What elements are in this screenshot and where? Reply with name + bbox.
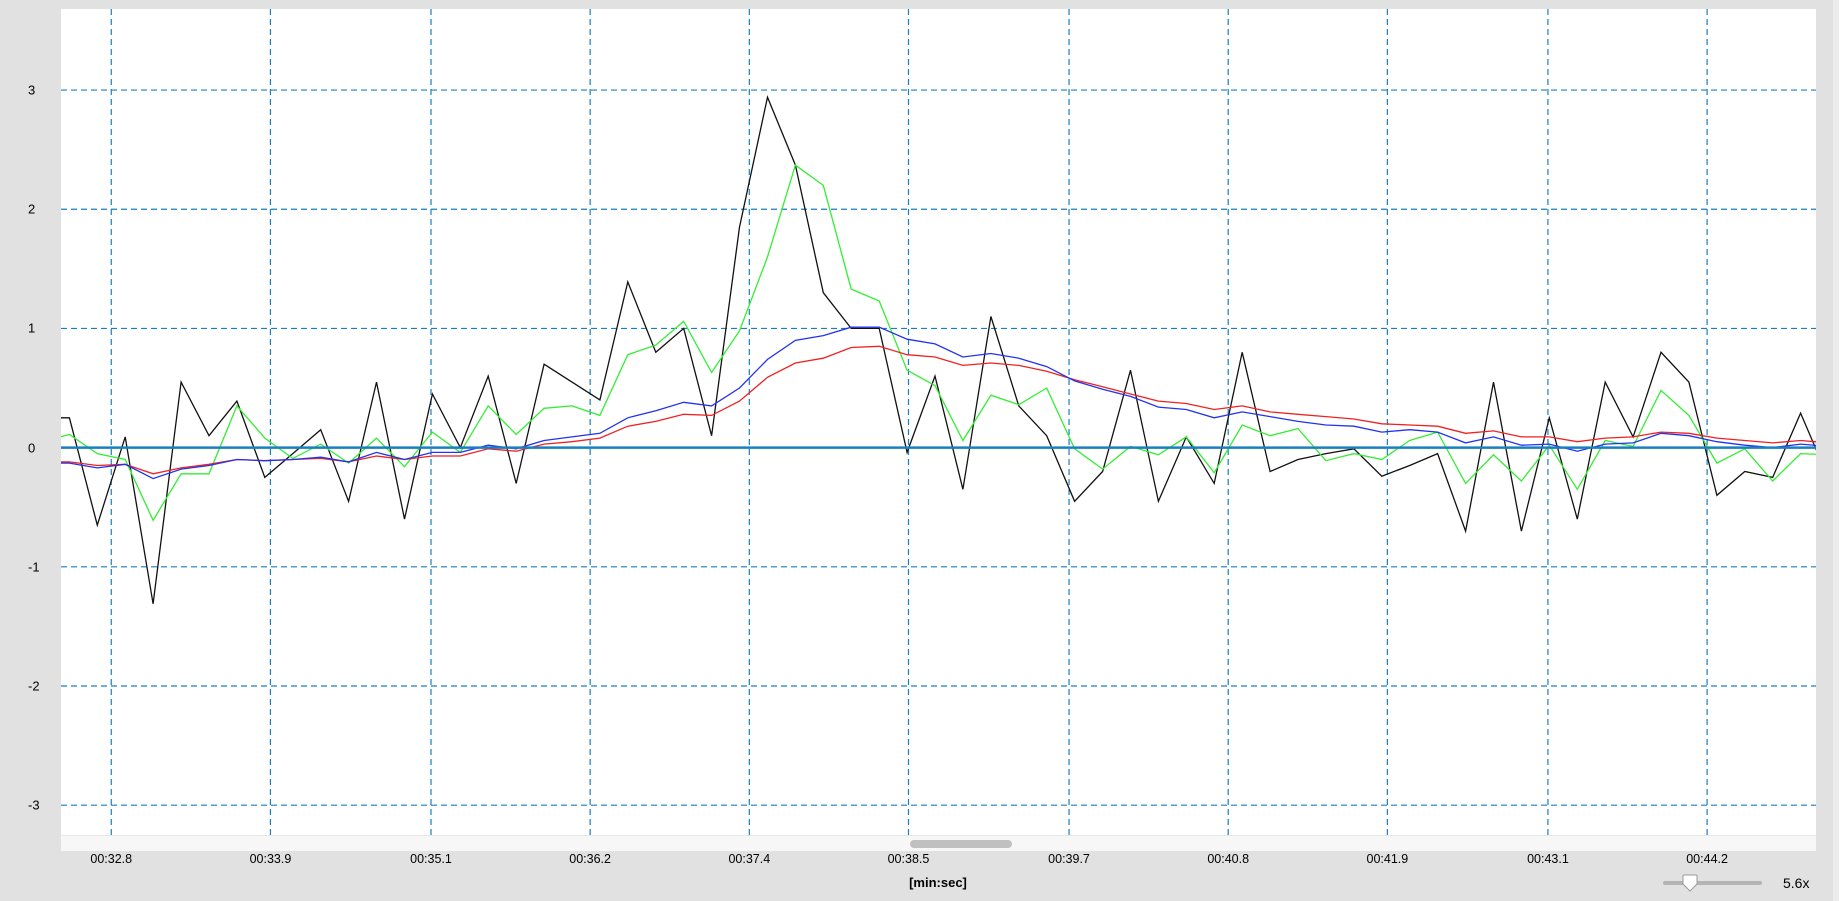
zoom-slider-handle[interactable] [1682, 874, 1698, 892]
x-tick-label: 00:37.4 [728, 852, 771, 866]
zoom-level-label: 5.6x [1783, 875, 1810, 891]
series-line-2 [61, 345, 1816, 475]
line-chart [61, 9, 1816, 835]
zoom-slider[interactable] [1663, 874, 1762, 892]
x-tick-label: 00:44.2 [1686, 852, 1728, 866]
x-tick-label: 00:41.9 [1366, 852, 1409, 866]
series-line-1 [61, 164, 1816, 522]
y-tick-label: 1 [28, 320, 36, 336]
scrollbar-thumb[interactable] [910, 840, 1013, 848]
y-tick-label: 2 [28, 201, 36, 217]
x-tick-label: 00:40.8 [1207, 852, 1250, 866]
chart-plot-area[interactable] [61, 9, 1816, 835]
horizontal-scrollbar[interactable] [61, 835, 1816, 851]
y-tick-label: 0 [28, 440, 36, 456]
x-tick-label: 00:39.7 [1048, 852, 1090, 866]
y-tick-label: -2 [28, 678, 40, 694]
x-tick-label: 00:33.9 [249, 852, 292, 866]
y-tick-label: -3 [28, 797, 40, 813]
x-tick-label: 00:43.1 [1527, 852, 1569, 866]
x-tick-label: 00:35.1 [410, 852, 452, 866]
y-tick-label: -1 [28, 559, 40, 575]
series-line-0 [61, 95, 1816, 604]
x-tick-label: 00:38.5 [887, 852, 930, 866]
series-line-3 [61, 326, 1816, 480]
x-axis-label: [min:sec] [909, 875, 967, 890]
y-tick-label: 3 [28, 82, 36, 98]
x-tick-label: 00:36.2 [569, 852, 611, 866]
right-edge-strip [1833, 0, 1839, 901]
x-tick-label: 00:32.8 [90, 852, 133, 866]
